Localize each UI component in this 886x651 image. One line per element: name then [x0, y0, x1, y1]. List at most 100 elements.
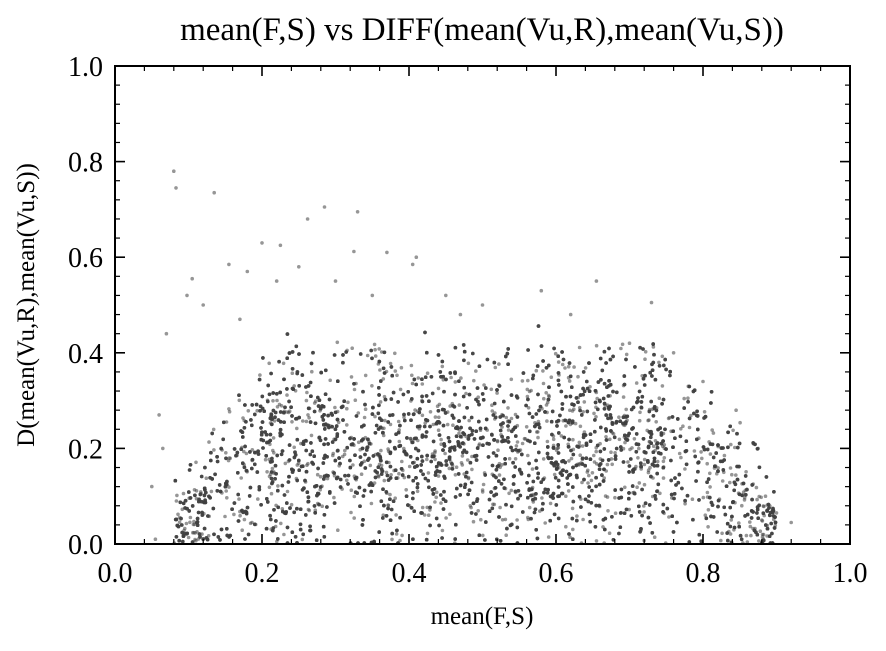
scatter-point — [437, 415, 441, 420]
scatter-point — [425, 457, 429, 462]
scatter-point — [733, 445, 737, 450]
scatter-point — [570, 506, 575, 511]
scatter-point — [472, 378, 476, 383]
scatter-point — [605, 495, 610, 499]
scatter-point — [211, 427, 216, 432]
scatter-point — [186, 535, 191, 540]
scatter-point — [589, 478, 594, 483]
scatter-point — [300, 537, 305, 542]
scatter-point — [379, 463, 384, 468]
scatter-point — [454, 465, 459, 470]
scatter-point — [373, 347, 377, 352]
scatter-point — [740, 503, 744, 508]
scatter-point — [626, 460, 630, 464]
scatter-point — [309, 433, 314, 438]
scatter-point — [390, 537, 394, 542]
scatter-point — [646, 470, 651, 475]
scatter-point — [409, 363, 414, 368]
scatter-point — [581, 517, 585, 522]
scatter-point — [204, 476, 209, 481]
scatter-point — [623, 485, 627, 490]
scatter-point — [542, 396, 546, 401]
scatter-point — [582, 400, 587, 404]
scatter-point — [607, 531, 612, 535]
scatter-point — [602, 476, 606, 480]
scatter-point — [464, 391, 468, 396]
scatter-point — [335, 340, 340, 345]
scatter-point — [699, 450, 703, 454]
scatter-point — [730, 472, 734, 477]
scatter-point — [425, 531, 430, 536]
scatter-point — [192, 519, 196, 524]
scatter-point — [642, 457, 647, 462]
scatter-point — [425, 505, 430, 510]
scatter-point — [563, 366, 567, 370]
scatter-point — [188, 515, 193, 520]
scatter-point — [630, 446, 634, 450]
scatter-point — [396, 419, 401, 424]
scatter-point — [526, 515, 530, 520]
scatter-point — [212, 448, 216, 452]
scatter-point — [397, 428, 402, 432]
scatter-point — [402, 415, 406, 420]
scatter-point — [708, 452, 713, 456]
scatter-point — [269, 491, 274, 496]
scatter-point — [306, 413, 310, 417]
scatter-point — [481, 533, 485, 538]
scatter-point — [238, 513, 242, 518]
scatter-point — [609, 457, 614, 461]
scatter-point — [426, 471, 431, 475]
scatter-point — [224, 489, 228, 493]
scatter-point — [290, 420, 294, 424]
scatter-point — [242, 449, 246, 454]
scatter-point — [683, 501, 687, 506]
scatter-point — [292, 445, 297, 450]
scatter-point — [503, 517, 508, 522]
scatter-point — [661, 459, 666, 464]
scatter-point — [526, 453, 530, 458]
scatter-point — [436, 474, 441, 478]
scatter-point — [578, 453, 582, 458]
scatter-point — [638, 410, 642, 415]
scatter-point — [742, 495, 747, 500]
scatter-point — [514, 444, 519, 448]
scatter-point — [655, 459, 660, 464]
scatter-point — [315, 472, 320, 477]
scatter-point — [304, 419, 309, 424]
scatter-point — [381, 513, 386, 517]
scatter-point — [567, 379, 572, 383]
scatter-point — [586, 468, 590, 473]
scatter-point — [560, 362, 565, 367]
scatter-point — [529, 388, 533, 393]
scatter-point — [613, 451, 617, 455]
scatter-point — [200, 532, 204, 536]
scatter-point — [576, 374, 580, 379]
scatter-point — [635, 485, 639, 490]
scatter-point — [318, 488, 323, 492]
scatter-point — [174, 499, 179, 503]
scatter-point — [608, 437, 612, 442]
scatter-point — [474, 369, 478, 373]
scatter-point — [492, 502, 497, 507]
scatter-point — [513, 457, 518, 461]
scatter-point — [227, 409, 232, 414]
scatter-point — [566, 364, 571, 369]
scatter-point — [661, 476, 666, 480]
scatter-point — [640, 374, 644, 378]
scatter-point — [255, 497, 260, 501]
scatter-point — [566, 489, 571, 493]
scatter-point — [333, 405, 337, 410]
scatter-point — [271, 436, 276, 440]
scatter-point — [728, 480, 732, 485]
scatter-point — [433, 457, 437, 462]
scatter-point — [681, 424, 685, 429]
scatter-point — [423, 421, 428, 425]
scatter-point — [624, 352, 629, 357]
scatter-point — [520, 379, 525, 383]
scatter-point — [340, 454, 345, 459]
scatter-point — [575, 514, 579, 518]
scatter-point — [352, 494, 357, 499]
scatter-point — [331, 453, 335, 458]
scatter-point — [748, 524, 753, 529]
scatter-point — [759, 495, 763, 500]
